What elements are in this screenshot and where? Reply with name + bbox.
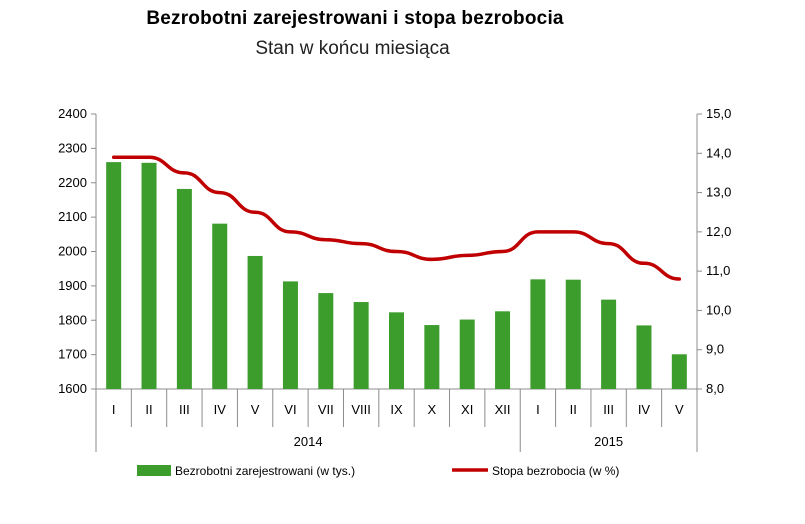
x-tick-label: XII [495, 402, 511, 417]
bar-unemployed [636, 325, 652, 389]
x-tick-label: I [112, 402, 116, 417]
bar-unemployed [212, 223, 228, 389]
x-tick-label: VII [318, 402, 334, 417]
y-tick-label-left: 1800 [58, 312, 87, 327]
x-tick-label: I [536, 402, 540, 417]
y-tick-label-left: 2400 [58, 106, 87, 121]
x-tick-label: II [570, 402, 577, 417]
x-tick-label: III [603, 402, 614, 417]
x-tick-label: II [145, 402, 152, 417]
y-tick-label-left: 2300 [58, 140, 87, 155]
x-tick-label: V [251, 402, 260, 417]
x-tick-label: IV [214, 402, 227, 417]
y-tick-label-left: 1900 [58, 278, 87, 293]
y-tick-label-right: 8,0 [706, 381, 724, 396]
y-tick-label-right: 14,0 [706, 145, 731, 160]
line-unemployment-rate [111, 155, 682, 281]
y-tick-label-right: 11,0 [706, 263, 730, 278]
bar-unemployed [318, 293, 334, 389]
y-tick-label-right: 15,0 [706, 106, 731, 121]
bar-unemployed [353, 302, 369, 389]
bar-unemployed [565, 279, 581, 389]
bar-unemployed [601, 299, 617, 389]
bar-unemployed [459, 319, 475, 389]
bar-unemployed [389, 312, 404, 389]
bar-unemployed [141, 162, 157, 389]
y-tick-label-left: 1700 [58, 347, 87, 362]
x-tick-label: X [428, 402, 437, 417]
chart-subtitle: Stan w końcu miesiąca [255, 38, 450, 59]
y-tick-label-left: 1600 [58, 381, 87, 396]
bar-unemployed [671, 354, 687, 389]
y-tick-label-right: 10,0 [706, 302, 731, 317]
x-tick-label: XI [461, 402, 473, 417]
x-tick-label: V [675, 402, 684, 417]
year-label: 2015 [594, 434, 623, 449]
y-tick-label-right: 13,0 [706, 185, 731, 200]
bar-unemployed [247, 255, 263, 389]
legend-bar-label: Bezrobotni zarejestrowani (w tys.) [175, 464, 355, 478]
x-tick-label: III [179, 402, 190, 417]
bar-unemployed [176, 188, 192, 389]
year-label: 2014 [294, 434, 323, 449]
bar-unemployed [530, 279, 546, 389]
y-tick-label-right: 12,0 [706, 224, 731, 239]
bar-unemployed [495, 311, 511, 389]
x-tick-label: IX [390, 402, 403, 417]
y-tick-label-left: 2000 [58, 244, 87, 259]
y-tick-label-left: 2100 [58, 209, 87, 224]
bar-unemployed [424, 325, 440, 389]
y-tick-label-right: 9,0 [706, 342, 724, 357]
y-tick-label-left: 2200 [58, 175, 87, 190]
x-tick-label: IV [638, 402, 651, 417]
legend-line-label: Stopa bezrobocia (w %) [492, 464, 619, 478]
bar-unemployed [106, 162, 122, 389]
legend-bar-swatch [137, 465, 171, 476]
chart-title: Bezrobotni zarejestrowani i stopa bezrob… [146, 8, 564, 29]
x-tick-label: VIII [351, 402, 371, 417]
x-tick-label: VI [284, 402, 296, 417]
bar-unemployed [282, 281, 298, 389]
